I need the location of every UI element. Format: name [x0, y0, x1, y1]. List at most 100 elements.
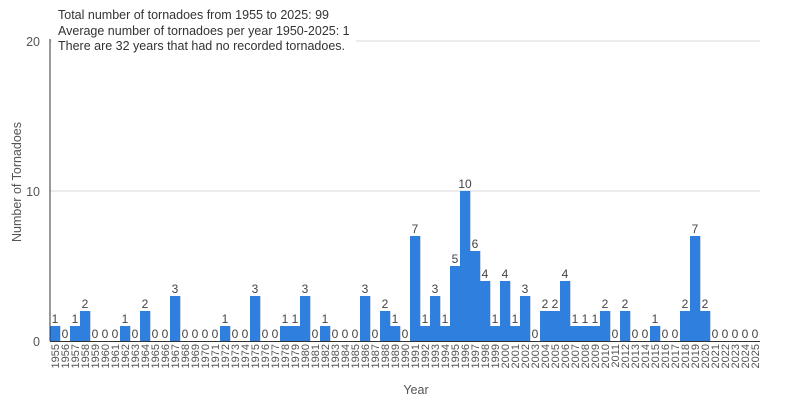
value-label-1999: 1 — [492, 312, 499, 326]
value-label-1972: 1 — [222, 312, 229, 326]
x-tick-label-2014: 2014 — [640, 344, 652, 368]
x-tick-label-2022: 2022 — [720, 344, 732, 368]
annotation-total: Total number of tornadoes from 1955 to 2… — [58, 8, 330, 22]
value-label-1980: 3 — [302, 282, 309, 296]
bar-1967 — [170, 296, 181, 341]
value-label-1981: 0 — [312, 327, 319, 341]
value-label-1993: 3 — [432, 282, 439, 296]
x-tick-label-1988: 1988 — [380, 344, 392, 368]
bars — [50, 191, 711, 341]
x-tick-label-2025: 2025 — [750, 344, 762, 368]
value-label-1960: 0 — [102, 327, 109, 341]
bar-1980 — [300, 296, 311, 341]
x-tick-label-1979: 1979 — [290, 344, 302, 368]
value-label-2017: 0 — [672, 327, 679, 341]
bar-2020 — [700, 311, 711, 341]
bar-1997 — [470, 251, 481, 341]
value-label-1974: 0 — [242, 327, 249, 341]
bar-1999 — [490, 326, 501, 341]
bar-1957 — [70, 326, 81, 341]
bar-2006 — [560, 281, 571, 341]
y-tick-label: 10 — [26, 185, 40, 199]
value-label-1965: 0 — [152, 327, 159, 341]
x-tick-label-1985: 1985 — [350, 344, 362, 368]
value-label-1958: 2 — [82, 297, 89, 311]
x-tick-label-1973: 1973 — [230, 344, 242, 368]
value-label-1994: 1 — [442, 312, 449, 326]
x-tick-label-1983: 1983 — [330, 344, 342, 368]
x-tick-label-2015: 2015 — [650, 344, 662, 368]
x-tick-label-2023: 2023 — [730, 344, 742, 368]
y-axis-title: Number of Tornadoes — [10, 122, 24, 242]
value-label-1975: 3 — [252, 282, 259, 296]
bar-2001 — [510, 326, 521, 341]
x-tick-label-1969: 1969 — [190, 344, 202, 368]
x-tick-label-1975: 1975 — [250, 344, 262, 368]
bar-1993 — [430, 296, 441, 341]
value-label-1961: 0 — [112, 327, 119, 341]
value-label-2025: 0 — [752, 327, 759, 341]
value-label-1988: 2 — [382, 297, 389, 311]
value-label-2006: 4 — [562, 267, 569, 281]
x-tick-label-1982: 1982 — [320, 344, 332, 368]
value-label-1978: 1 — [282, 312, 289, 326]
value-label-1966: 0 — [162, 327, 169, 341]
bar-1988 — [380, 311, 391, 341]
value-label-2011: 0 — [612, 327, 619, 341]
x-tick-label-1995: 1995 — [450, 344, 462, 368]
x-tick-label-2018: 2018 — [680, 344, 692, 368]
x-tick-label-1972: 1972 — [220, 344, 232, 368]
value-label-2007: 1 — [572, 312, 579, 326]
bar-2019 — [690, 236, 701, 341]
bar-1996 — [460, 191, 471, 341]
bar-1998 — [480, 281, 491, 341]
x-tick-label-1965: 1965 — [150, 344, 162, 368]
value-label-1998: 4 — [482, 267, 489, 281]
value-label-2013: 0 — [632, 327, 639, 341]
bar-1995 — [450, 266, 461, 341]
x-tick-label-2020: 2020 — [700, 344, 712, 368]
bar-1955 — [50, 326, 61, 341]
value-label-1976: 0 — [262, 327, 269, 341]
x-tick-label-2006: 2006 — [560, 344, 572, 368]
bar-1986 — [360, 296, 371, 341]
x-tick-label-1981: 1981 — [310, 344, 322, 368]
bar-1972 — [220, 326, 231, 341]
bar-1992 — [420, 326, 431, 341]
value-label-2015: 1 — [652, 312, 659, 326]
value-label-1977: 0 — [272, 327, 279, 341]
bar-2002 — [520, 296, 531, 341]
x-tick-label-1986: 1986 — [360, 344, 372, 368]
summary-annotation-box: Total number of tornadoes from 1955 to 2… — [52, 6, 356, 57]
x-tick-label-1966: 1966 — [160, 344, 172, 368]
x-tick-label-1987: 1987 — [370, 344, 382, 368]
x-tick-label-1990: 1990 — [400, 344, 412, 368]
x-tick-label-2008: 2008 — [580, 344, 592, 368]
y-tick-label: 0 — [33, 335, 40, 349]
x-tick-label-1961: 1961 — [110, 344, 122, 368]
x-tick-label-2012: 2012 — [620, 344, 632, 368]
x-tick-label-1971: 1971 — [210, 344, 222, 368]
x-tick-label-1956: 1956 — [60, 344, 72, 368]
x-tick-label-1994: 1994 — [440, 344, 452, 368]
value-label-2016: 0 — [662, 327, 669, 341]
x-tick-label-1980: 1980 — [300, 344, 312, 368]
value-label-2000: 4 — [502, 267, 509, 281]
value-label-1964: 2 — [142, 297, 149, 311]
value-label-2002: 3 — [522, 282, 529, 296]
x-tick-label-1984: 1984 — [340, 344, 352, 368]
value-label-1956: 0 — [62, 327, 69, 341]
x-tick-label-2005: 2005 — [550, 344, 562, 368]
x-tick-label-2007: 2007 — [570, 344, 582, 368]
bar-2015 — [650, 326, 661, 341]
value-label-1959: 0 — [92, 327, 99, 341]
x-tick-label-1963: 1963 — [130, 344, 142, 368]
value-label-2019: 7 — [692, 222, 699, 236]
bar-1991 — [410, 236, 421, 341]
x-tick-label-2013: 2013 — [630, 344, 642, 368]
value-label-2005: 2 — [552, 297, 559, 311]
value-label-1985: 0 — [352, 327, 359, 341]
x-tick-label-2011: 2011 — [610, 344, 622, 368]
